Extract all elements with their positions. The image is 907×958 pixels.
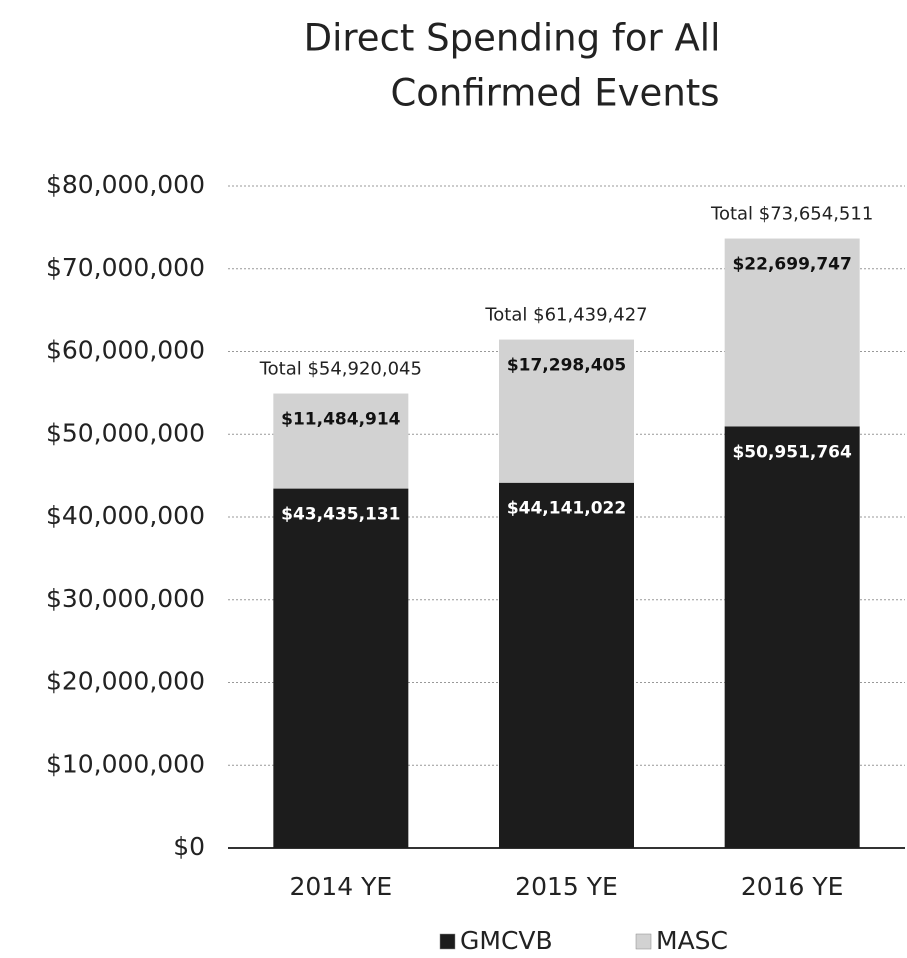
y-tick-label: $80,000,000: [46, 170, 205, 199]
bar-segment: [273, 393, 409, 489]
chart-title: Direct Spending for All: [304, 17, 721, 60]
bar-segment: [499, 339, 634, 483]
y-tick-label: $50,000,000: [46, 418, 205, 447]
y-tick-label: $60,000,000: [46, 336, 205, 365]
data-label: $43,435,131: [281, 505, 400, 525]
legend-swatch: [439, 933, 456, 950]
data-label: $50,951,764: [732, 442, 852, 462]
x-tick-label: 2016 YE: [741, 872, 844, 901]
legend-label: MASC: [656, 926, 728, 955]
y-tick-label: $40,000,000: [46, 501, 205, 530]
bar-segment: [724, 426, 860, 848]
x-tick-label: 2014 YE: [290, 872, 393, 901]
data-label: $22,699,747: [732, 255, 851, 275]
data-label: $11,484,914: [281, 410, 401, 430]
x-tick-label: 2015 YE: [515, 872, 618, 901]
bar-segment: [273, 488, 409, 848]
y-tick-label: $20,000,000: [46, 667, 205, 696]
legend-label: GMCVB: [460, 926, 553, 955]
chart-title: Confirmed Events: [390, 72, 719, 115]
data-label: $44,141,022: [507, 499, 626, 519]
y-tick-label: $70,000,000: [46, 253, 205, 282]
total-label: Total $54,920,045: [259, 359, 422, 380]
y-tick-label: $0: [173, 832, 205, 861]
y-tick-label: $10,000,000: [46, 749, 205, 778]
bar-segment: [724, 238, 860, 427]
y-tick-label: $30,000,000: [46, 584, 205, 613]
total-label: Total $73,654,511: [710, 204, 873, 225]
legend-swatch: [635, 933, 652, 950]
bar-segment: [499, 482, 634, 848]
total-label: Total $61,439,427: [484, 305, 647, 326]
data-label: $17,298,405: [507, 356, 626, 376]
